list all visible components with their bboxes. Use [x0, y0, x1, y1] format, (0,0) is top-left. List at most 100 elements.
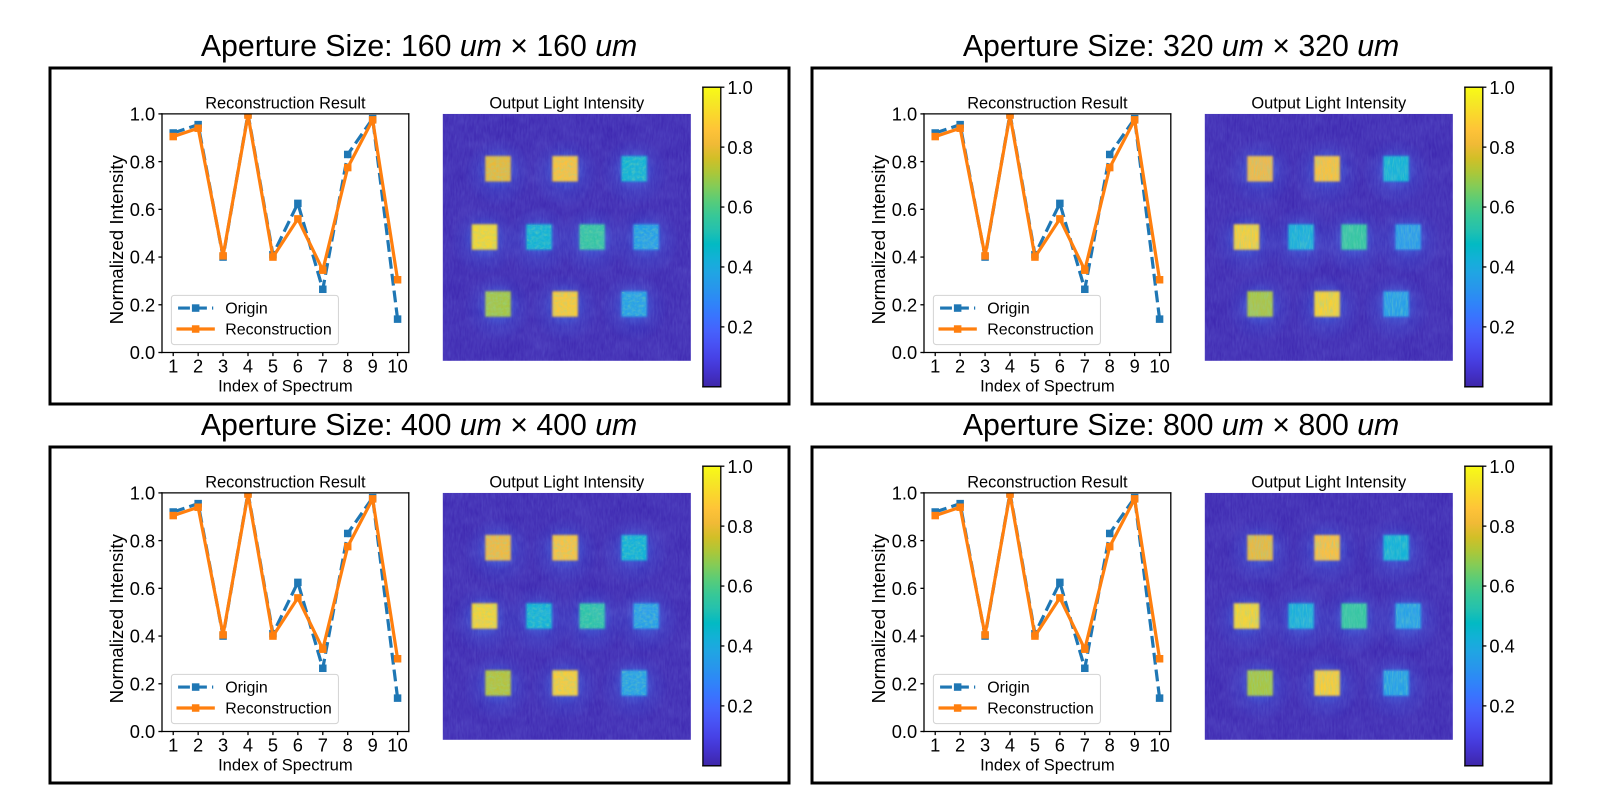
svg-text:1: 1: [168, 356, 178, 377]
svg-text:0.6: 0.6: [130, 199, 155, 220]
svg-text:9: 9: [1130, 735, 1140, 756]
svg-text:0.6: 0.6: [130, 578, 155, 599]
svg-text:4: 4: [243, 356, 253, 377]
svg-text:0.8: 0.8: [892, 530, 917, 551]
svg-text:0.4: 0.4: [892, 626, 917, 647]
svg-text:7: 7: [318, 735, 328, 756]
svg-text:0.0: 0.0: [892, 342, 917, 363]
svg-text:Normalized Intensity: Normalized Intensity: [868, 533, 889, 703]
svg-text:0.6: 0.6: [892, 578, 917, 599]
svg-text:4: 4: [1005, 735, 1015, 756]
svg-text:0.8: 0.8: [727, 516, 752, 537]
svg-text:6: 6: [1055, 735, 1065, 756]
svg-text:5: 5: [268, 356, 278, 377]
svg-text:1.0: 1.0: [892, 104, 917, 125]
svg-text:0.6: 0.6: [1489, 197, 1514, 218]
svg-text:Reconstruction Result: Reconstruction Result: [205, 474, 366, 492]
svg-text:0.4: 0.4: [727, 636, 752, 657]
svg-text:Origin: Origin: [987, 680, 1030, 697]
svg-text:0.2: 0.2: [727, 317, 752, 338]
svg-text:0.6: 0.6: [892, 199, 917, 220]
svg-text:2: 2: [955, 356, 965, 377]
svg-text:5: 5: [1030, 735, 1040, 756]
svg-text:Reconstruction Result: Reconstruction Result: [205, 95, 366, 113]
svg-text:0.0: 0.0: [892, 721, 917, 742]
svg-text:0.2: 0.2: [1489, 317, 1514, 338]
svg-text:0.4: 0.4: [1489, 636, 1514, 657]
svg-text:10: 10: [1149, 356, 1169, 377]
svg-text:0.2: 0.2: [892, 673, 917, 694]
svg-text:6: 6: [293, 356, 303, 377]
svg-text:4: 4: [243, 735, 253, 756]
svg-text:Reconstruction: Reconstruction: [987, 322, 1094, 339]
svg-text:Index of Spectrum: Index of Spectrum: [980, 376, 1115, 395]
svg-text:0.2: 0.2: [130, 294, 155, 315]
svg-text:1: 1: [930, 356, 940, 377]
svg-text:1.0: 1.0: [727, 456, 752, 477]
svg-text:Reconstruction: Reconstruction: [225, 701, 332, 718]
svg-text:0.6: 0.6: [727, 197, 752, 218]
svg-text:Origin: Origin: [225, 680, 268, 697]
svg-text:Index of Spectrum: Index of Spectrum: [218, 376, 353, 395]
svg-text:0.8: 0.8: [130, 530, 155, 551]
svg-text:7: 7: [318, 356, 328, 377]
svg-text:2: 2: [193, 735, 203, 756]
svg-text:0.4: 0.4: [892, 247, 917, 268]
svg-text:1.0: 1.0: [130, 483, 155, 504]
svg-text:Reconstruction: Reconstruction: [987, 701, 1094, 718]
svg-text:0.8: 0.8: [892, 151, 917, 172]
svg-text:1.0: 1.0: [1489, 77, 1514, 98]
svg-text:3: 3: [218, 356, 228, 377]
svg-text:1.0: 1.0: [1489, 456, 1514, 477]
svg-text:Origin: Origin: [225, 301, 268, 318]
svg-text:0.8: 0.8: [727, 137, 752, 158]
svg-text:2: 2: [955, 735, 965, 756]
svg-text:7: 7: [1080, 735, 1090, 756]
svg-text:1.0: 1.0: [130, 104, 155, 125]
svg-text:A p e r t: A p e r t u r e S i z e : 4 0 0 × 4 0 0 …: [201, 409, 637, 442]
svg-text:9: 9: [368, 735, 378, 756]
svg-text:9: 9: [368, 356, 378, 377]
svg-text:0.4: 0.4: [727, 257, 752, 278]
svg-text:5: 5: [1030, 356, 1040, 377]
svg-text:Output Light Intensity: Output Light Intensity: [489, 95, 645, 113]
svg-text:8: 8: [1105, 735, 1115, 756]
svg-text:8: 8: [343, 735, 353, 756]
svg-text:Reconstruction Result: Reconstruction Result: [967, 474, 1128, 492]
svg-text:0.4: 0.4: [1489, 257, 1514, 278]
svg-text:Normalized Intensity: Normalized Intensity: [106, 154, 127, 324]
svg-text:Normalized Intensity: Normalized Intensity: [868, 154, 889, 324]
svg-text:1: 1: [168, 735, 178, 756]
svg-text:0.4: 0.4: [130, 247, 155, 268]
svg-text:7: 7: [1080, 356, 1090, 377]
svg-text:Reconstruction: Reconstruction: [225, 322, 332, 339]
svg-text:9: 9: [1130, 356, 1140, 377]
svg-text:8: 8: [1105, 356, 1115, 377]
svg-text:1: 1: [930, 735, 940, 756]
svg-text:Output Light Intensity: Output Light Intensity: [1251, 474, 1407, 492]
svg-text:4: 4: [1005, 356, 1015, 377]
svg-text:0.0: 0.0: [130, 342, 155, 363]
svg-text:0.6: 0.6: [727, 576, 752, 597]
svg-text:10: 10: [387, 735, 407, 756]
svg-text:6: 6: [1055, 356, 1065, 377]
svg-text:0.6: 0.6: [1489, 576, 1514, 597]
svg-text:0.2: 0.2: [727, 696, 752, 717]
svg-text:0.8: 0.8: [130, 151, 155, 172]
svg-text:Output Light Intensity: Output Light Intensity: [489, 474, 645, 492]
svg-text:A p e r t: A p e r t u r e S i z e : 8 0 0 × 8 0 0 …: [963, 409, 1399, 442]
svg-text:3: 3: [980, 356, 990, 377]
svg-text:2: 2: [193, 356, 203, 377]
svg-text:0.0: 0.0: [130, 721, 155, 742]
svg-text:Output Light Intensity: Output Light Intensity: [1251, 95, 1407, 113]
svg-text:Index of Spectrum: Index of Spectrum: [218, 755, 353, 774]
svg-text:0.2: 0.2: [1489, 696, 1514, 717]
svg-text:5: 5: [268, 735, 278, 756]
svg-text:0.4: 0.4: [130, 626, 155, 647]
svg-text:Reconstruction Result: Reconstruction Result: [967, 95, 1128, 113]
svg-text:1.0: 1.0: [892, 483, 917, 504]
svg-text:A p e r t: A p e r t u r e S i z e : 1 6 0 × 1 6 0 …: [201, 30, 637, 63]
svg-text:3: 3: [980, 735, 990, 756]
svg-text:1.0: 1.0: [727, 77, 752, 98]
svg-text:8: 8: [343, 356, 353, 377]
